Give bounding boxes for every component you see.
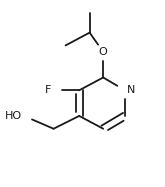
Text: O: O <box>99 47 108 57</box>
Text: N: N <box>127 85 136 95</box>
Text: F: F <box>45 85 51 95</box>
Text: HO: HO <box>4 111 21 121</box>
